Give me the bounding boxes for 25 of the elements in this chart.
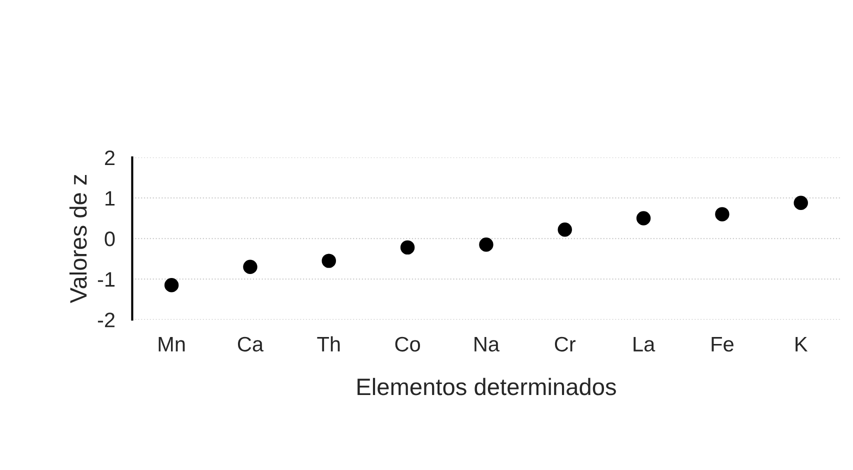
point bbox=[400, 240, 415, 255]
point bbox=[715, 207, 730, 222]
x-axis-title: Elementos determinados bbox=[358, 378, 616, 396]
x-tick-label: Cr bbox=[554, 336, 576, 352]
x-tick-label: Na bbox=[474, 337, 500, 352]
x-tick-label: Th bbox=[317, 336, 340, 352]
point bbox=[558, 222, 572, 237]
x-tick-label: K bbox=[796, 337, 808, 352]
y-tick-label: 2 bbox=[105, 150, 115, 165]
point bbox=[243, 260, 258, 274]
x-tick-label: Ca bbox=[238, 336, 264, 352]
point bbox=[794, 196, 808, 210]
x-tick-label: Mn bbox=[158, 337, 185, 352]
point bbox=[479, 237, 494, 252]
y-tick-label: -2 bbox=[98, 312, 115, 328]
y-tick-label: -1 bbox=[98, 272, 115, 287]
point bbox=[636, 211, 651, 226]
point bbox=[164, 278, 179, 292]
y-tick-label: 1 bbox=[106, 191, 115, 206]
y-tick-label: 0 bbox=[104, 232, 115, 246]
x-tick-label: Co bbox=[395, 336, 420, 352]
x-tick-label: La bbox=[634, 337, 656, 352]
y-axis-title: Valores de z bbox=[69, 174, 87, 304]
point bbox=[322, 254, 336, 268]
x-tick-label: Fe bbox=[712, 337, 734, 352]
